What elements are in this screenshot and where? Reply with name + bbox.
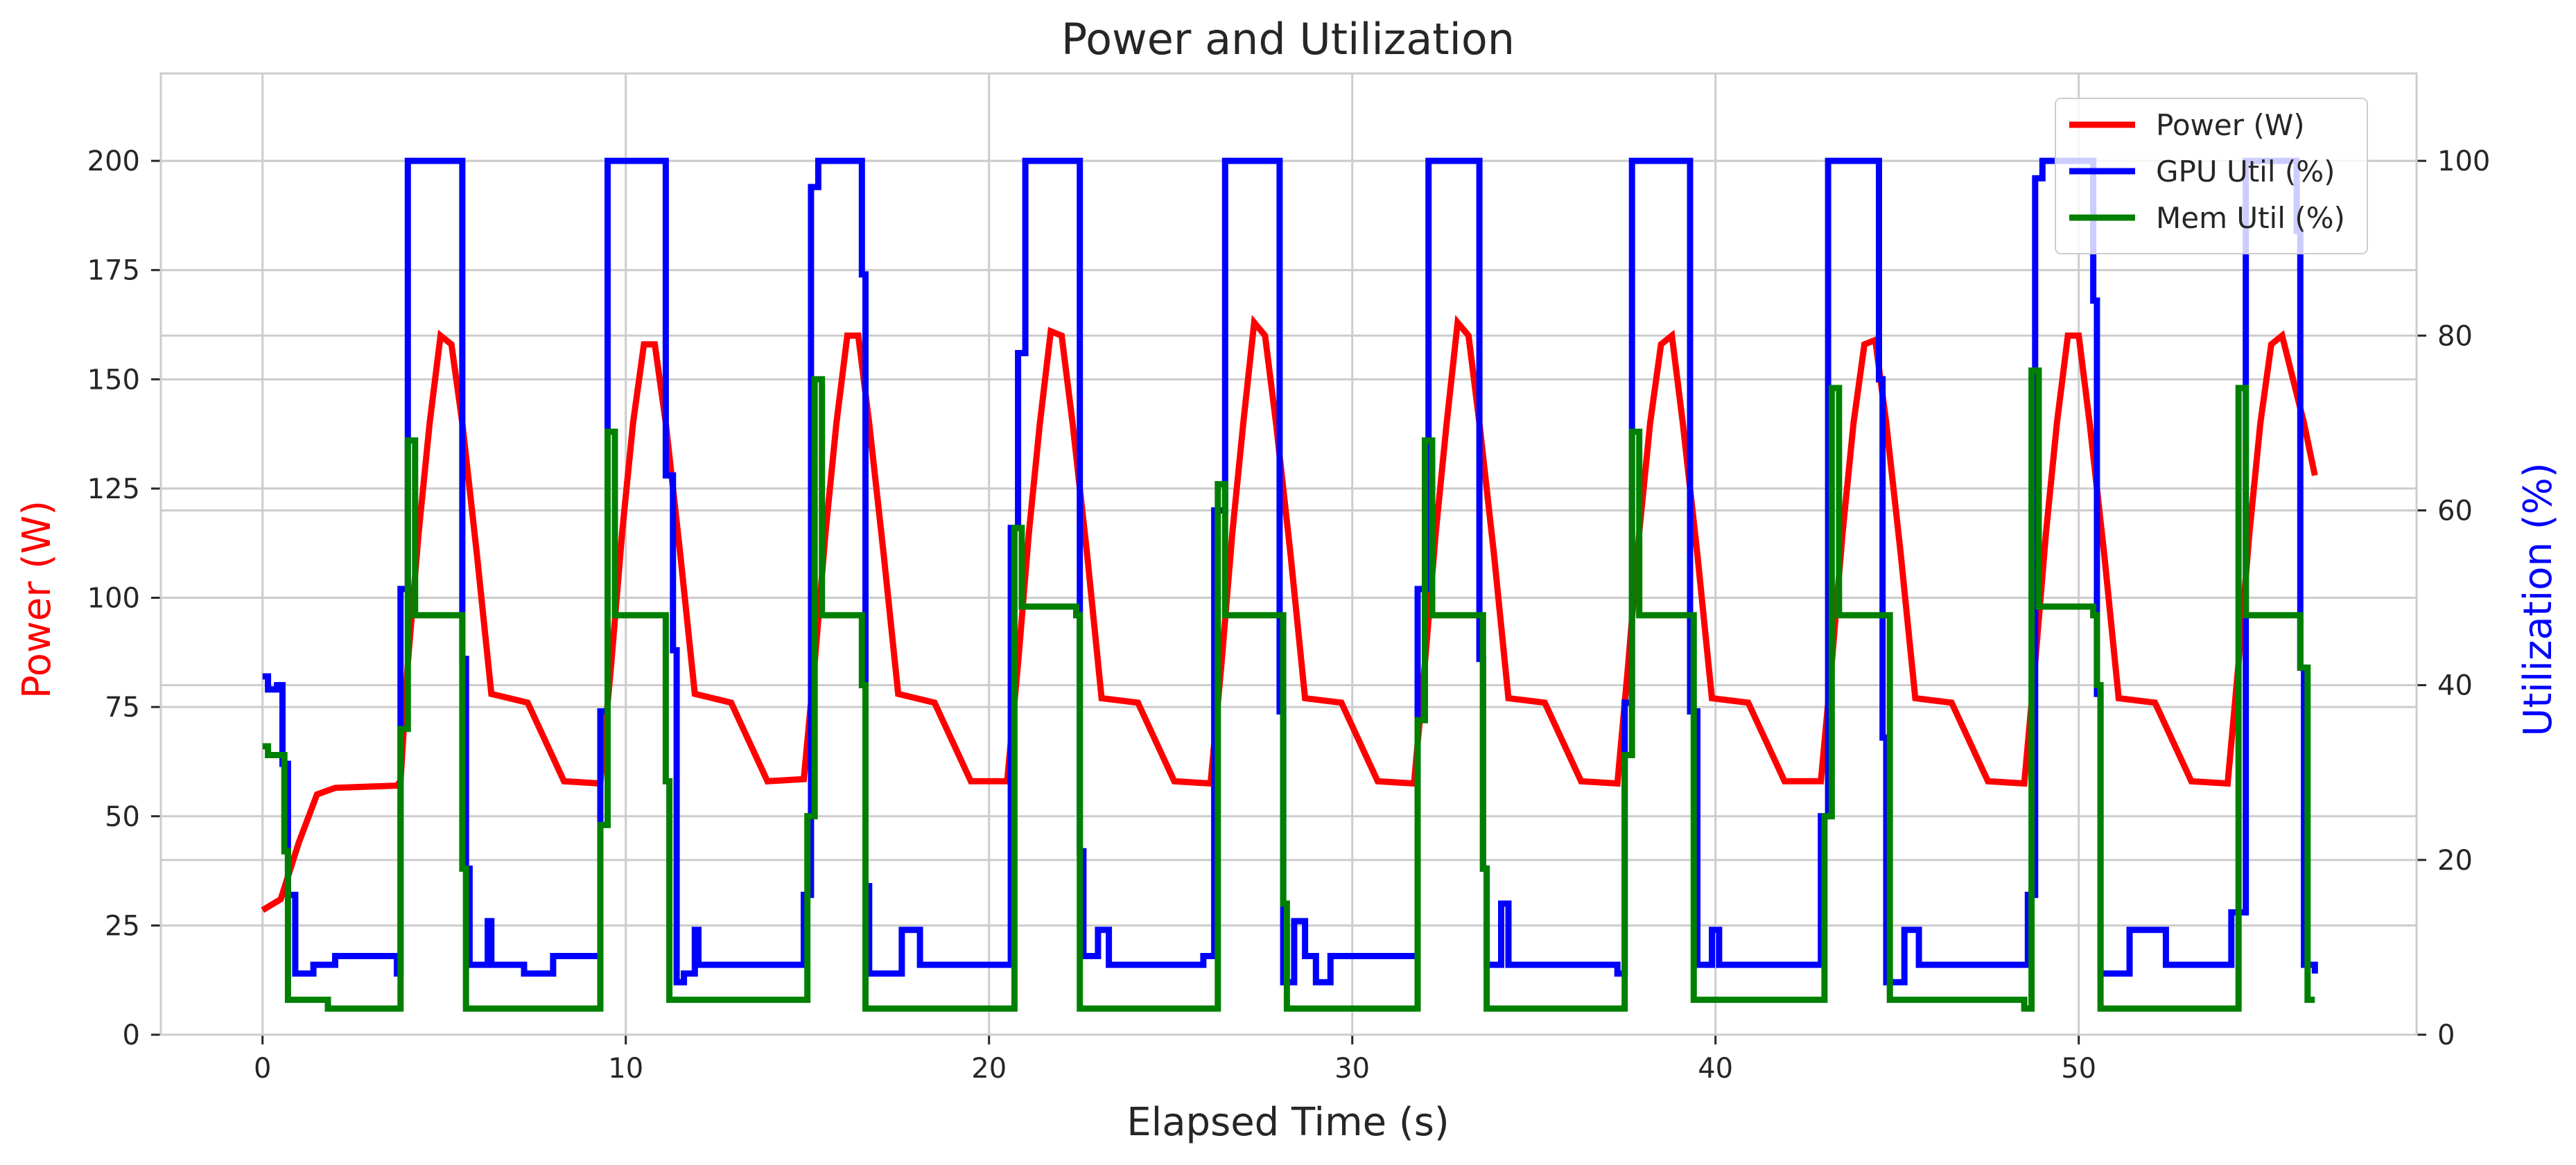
mem-util-series-line <box>262 367 2315 1012</box>
left-y-tick-label: 50 <box>105 801 140 833</box>
legend: Power (W) GPU Util (%) Mem Util (%) <box>2055 98 2368 254</box>
x-tick-label: 10 <box>608 1053 643 1085</box>
right-y-tick-label: 80 <box>2437 320 2473 352</box>
left-y-axis-label: Power (W) <box>15 500 60 699</box>
left-y-tick-label: 200 <box>87 146 140 177</box>
right-y-tick-label: 0 <box>2437 1019 2455 1051</box>
power-series-line <box>261 315 2318 913</box>
right-y-tick-label: 40 <box>2437 670 2473 702</box>
x-tick-label: 50 <box>2061 1053 2096 1085</box>
left-y-tick-label: 125 <box>87 473 140 505</box>
left-y-tick-label: 0 <box>123 1019 140 1051</box>
x-tick-label: 0 <box>254 1053 271 1085</box>
right-y-axis-label: Utilization (%) <box>2516 462 2561 736</box>
right-y-tick-label: 100 <box>2437 146 2490 177</box>
legend-label-power: Power (W) <box>2156 108 2305 142</box>
left-y-tick-label: 175 <box>87 255 140 287</box>
left-y-tick-label: 25 <box>105 910 140 942</box>
axes: 0 10 20 30 40 50 0 25 50 75 100 125 150 175 200 0 20 40 60… <box>87 72 2490 1085</box>
legend-label-mem-util: Mem Util (%) <box>2156 201 2345 235</box>
right-y-tick-label: 60 <box>2437 495 2473 527</box>
right-y-tick-label: 20 <box>2437 845 2473 877</box>
x-tick-label: 20 <box>971 1053 1007 1085</box>
left-y-tick-label: 75 <box>105 692 140 724</box>
plot-frame <box>159 72 2418 1036</box>
x-tick-label: 30 <box>1334 1053 1370 1085</box>
x-tick-label: 40 <box>1698 1053 1733 1085</box>
series-lines <box>261 157 2318 1012</box>
left-y-tick-label: 150 <box>87 364 140 396</box>
left-y-tick-label: 100 <box>87 583 140 615</box>
gpu-util-series-line <box>262 157 2318 986</box>
x-axis-label: Elapsed Time (s) <box>1126 1100 1450 1145</box>
legend-label-gpu-util: GPU Util (%) <box>2156 155 2335 189</box>
chart-title: Power and Utilization <box>1061 14 1515 64</box>
